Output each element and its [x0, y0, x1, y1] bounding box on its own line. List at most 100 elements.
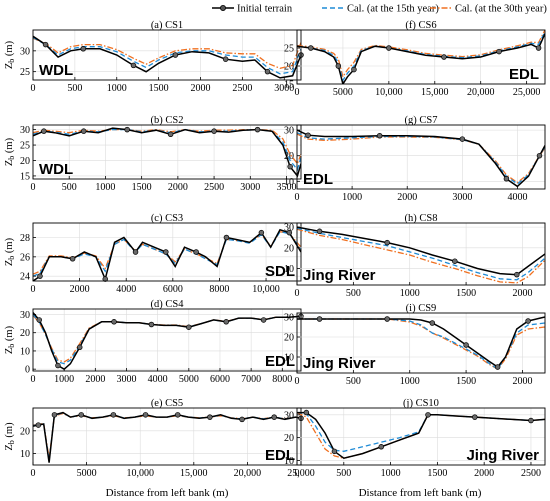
x-tick-label: 2000: [397, 192, 417, 203]
data-point: [316, 316, 323, 322]
panel-title: (d) CS4: [151, 299, 185, 310]
y-tick-label: 25: [20, 141, 30, 152]
y-tick-label: 20: [284, 333, 294, 344]
data-point: [78, 412, 84, 418]
y-axis-label: Zb (m): [4, 237, 16, 266]
series-line-initial: [297, 316, 545, 369]
y-tick-label: 10: [284, 353, 294, 364]
series-line-cal30: [297, 228, 545, 284]
region-label: EDL: [303, 171, 333, 188]
panel-7: 0 500 1000 1500 2000 10 20 30 (h) CS8 Jing River: [284, 213, 546, 299]
panel-0: 0 500 1000 1500 2000 2500 3000 25 30 (a) CS1 WDL Zb…: [4, 20, 304, 94]
data-point: [254, 126, 261, 133]
x-tick-label: 2500: [204, 182, 224, 193]
data-point: [351, 66, 357, 73]
x-tick-label: 5000: [179, 374, 199, 385]
data-point: [186, 324, 192, 330]
x-tick-label: 2000: [191, 83, 211, 94]
x-tick-label: 500: [346, 288, 361, 299]
x-tick-label: 4000: [148, 374, 168, 385]
data-point: [130, 62, 137, 69]
x-tick-label: 3000: [116, 374, 136, 385]
plot-frame: [296, 407, 546, 466]
data-point: [316, 228, 323, 235]
y-axis-label-unit: (m): [4, 137, 15, 155]
y-tick-label: 20: [20, 328, 30, 339]
y-tick-label: 20: [20, 156, 30, 167]
y-axis-label-sub: b: [7, 344, 16, 348]
series-line-cal15: [297, 411, 545, 452]
data-point: [211, 128, 217, 134]
y-tick-label: 20: [20, 426, 30, 437]
x-tick-label: 4000: [507, 192, 527, 203]
x-tick-label: 10,000: [126, 468, 154, 479]
x-axis-label-left: Distance from left bank (m): [106, 487, 229, 499]
series-line-cal15: [297, 132, 545, 185]
plot-frame: [296, 29, 546, 85]
panel-9: 0 500 1000 1500 2000 2500 10 20 30 (j) CS10 Jing R…: [284, 398, 546, 479]
y-tick-label: 20: [284, 62, 294, 73]
x-tick-label: 3000: [240, 182, 260, 193]
data-point: [124, 126, 130, 133]
x-tick-label: 1500: [456, 376, 476, 387]
data-point: [287, 163, 293, 170]
data-point: [41, 128, 47, 134]
y-tick-label: 15: [20, 171, 30, 182]
plot-frame: [32, 29, 302, 81]
x-tick-label: 1500: [456, 288, 476, 299]
data-point: [174, 412, 181, 418]
series-line-cal30: [297, 133, 545, 184]
plot-frame: [32, 222, 302, 282]
y-tick-label: 10: [284, 177, 294, 188]
region-label: Jing River: [303, 267, 376, 284]
panel-title: (j) CS10: [403, 398, 439, 409]
data-point: [494, 364, 501, 370]
series-line-cal15: [33, 36, 301, 75]
y-tick-label: 20: [284, 433, 294, 444]
x-tick-label: 6000: [210, 374, 230, 385]
series-line-initial: [33, 312, 301, 371]
series-line-cal15: [33, 314, 301, 365]
x-tick-label: 2500: [232, 83, 252, 94]
x-tick-label: 7000: [241, 374, 261, 385]
y-axis-label-unit: (m): [4, 422, 15, 440]
x-tick-label: 1000: [54, 374, 74, 385]
series-line-initial: [33, 127, 301, 178]
data-point: [37, 273, 43, 279]
y-axis-label-sub: b: [7, 256, 16, 260]
data-point: [36, 317, 42, 323]
y-tick-label: 30: [20, 125, 30, 136]
x-tick-label: 20,000: [467, 87, 495, 98]
y-tick-label: 26: [20, 252, 30, 263]
series-line-initial: [297, 33, 545, 84]
x-tick-label: 6000: [163, 284, 183, 295]
data-point: [536, 152, 543, 159]
x-tick-label: 500: [62, 182, 77, 193]
data-point: [472, 414, 478, 420]
data-point: [305, 132, 311, 138]
y-tick-label: 30: [284, 126, 294, 137]
x-tick-label: 4000: [116, 284, 136, 295]
x-tick-label: 2000: [512, 288, 532, 299]
x-tick-label: 0: [295, 87, 300, 98]
data-point: [172, 52, 179, 58]
x-tick-label: 500: [67, 83, 82, 94]
plot-frame: [296, 222, 546, 286]
plot-frame: [32, 308, 302, 372]
plot-frame: [296, 124, 546, 190]
y-axis-label-sub: b: [7, 440, 16, 444]
data-point: [163, 249, 169, 255]
y-axis-label: Zb (m): [4, 40, 16, 69]
y-axis-label: Zb (m): [4, 325, 16, 354]
y-axis-label-z: Z: [4, 348, 15, 354]
series-line-initial: [297, 411, 545, 460]
data-point: [496, 48, 502, 55]
data-point: [223, 234, 230, 241]
y-tick-label: 25: [284, 44, 294, 55]
y-tick-label: 20: [284, 151, 294, 162]
y-tick-label: 10: [284, 456, 294, 467]
data-point: [386, 45, 392, 51]
y-tick-label: 30: [20, 310, 30, 321]
region-label: WDL: [39, 161, 73, 178]
